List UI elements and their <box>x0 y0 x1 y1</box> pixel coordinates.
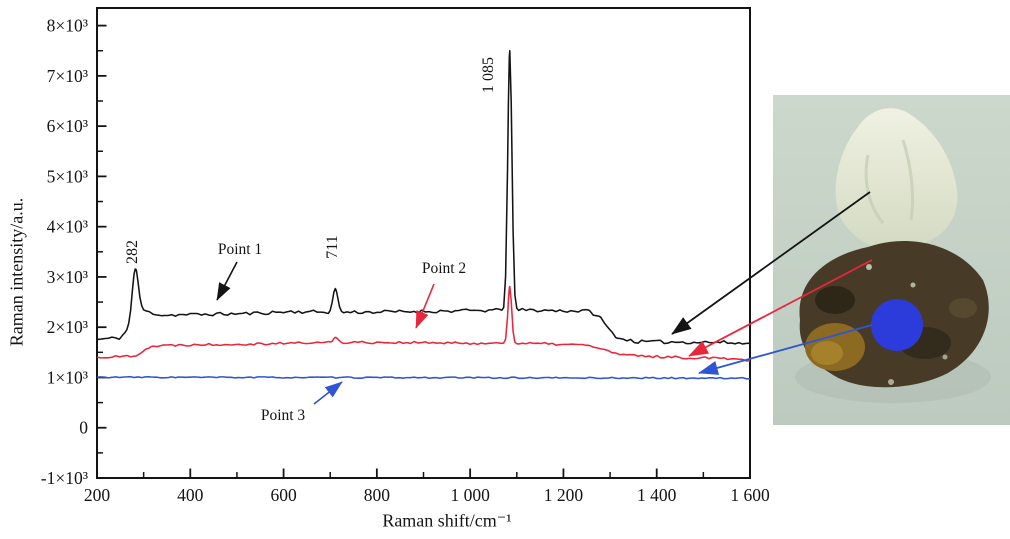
dark-patch <box>949 298 977 318</box>
spectrum-point-2 <box>96 285 751 362</box>
arrow-sample-to-point-1 <box>671 191 871 335</box>
y-tick-label: 1×10³ <box>47 367 88 387</box>
sample-photo <box>773 95 1010 425</box>
x-tick-label: 200 <box>84 485 111 505</box>
x-tick-label: 1 200 <box>544 485 584 505</box>
spectrum-point-1 <box>96 50 750 345</box>
x-tick-label: 1 600 <box>730 485 770 505</box>
y-tick-label: 4×10³ <box>47 217 88 237</box>
analysis-spot-marker <box>871 299 923 351</box>
rock-speckle <box>910 282 916 288</box>
point-1-arrow <box>216 261 238 301</box>
rock-speckle <box>888 379 894 385</box>
spectrum-point-3 <box>96 375 751 380</box>
ochre-patch-highlight <box>811 341 843 365</box>
rock-speckle <box>942 354 948 360</box>
y-tick-label: 6×10³ <box>47 116 88 136</box>
point-3-arrow <box>313 381 343 405</box>
point-2-arrow <box>415 283 435 329</box>
y-tick-label: 7×10³ <box>47 66 88 86</box>
x-tick-label: 800 <box>364 485 391 505</box>
x-tick-label: 1 400 <box>637 485 677 505</box>
y-tick-label: 2×10³ <box>47 317 88 337</box>
x-tick-label: 400 <box>177 485 204 505</box>
y-tick-label: -1×10³ <box>41 468 88 488</box>
y-tick-label: 0 <box>79 418 88 438</box>
x-tick-label: 1 000 <box>450 485 490 505</box>
specimen-white-region <box>835 108 958 250</box>
arrow-sample-to-point-3 <box>698 324 873 375</box>
x-tick-label: 600 <box>270 485 297 505</box>
y-tick-label: 3×10³ <box>47 267 88 287</box>
y-tick-label: 8×10³ <box>47 16 88 36</box>
plot-frame <box>96 7 751 479</box>
rock-speckle <box>866 264 872 270</box>
y-tick-label: 5×10³ <box>47 166 88 186</box>
dark-patch <box>815 286 855 314</box>
arrow-sample-to-point-2 <box>688 259 873 357</box>
white-region-texture <box>864 139 915 224</box>
